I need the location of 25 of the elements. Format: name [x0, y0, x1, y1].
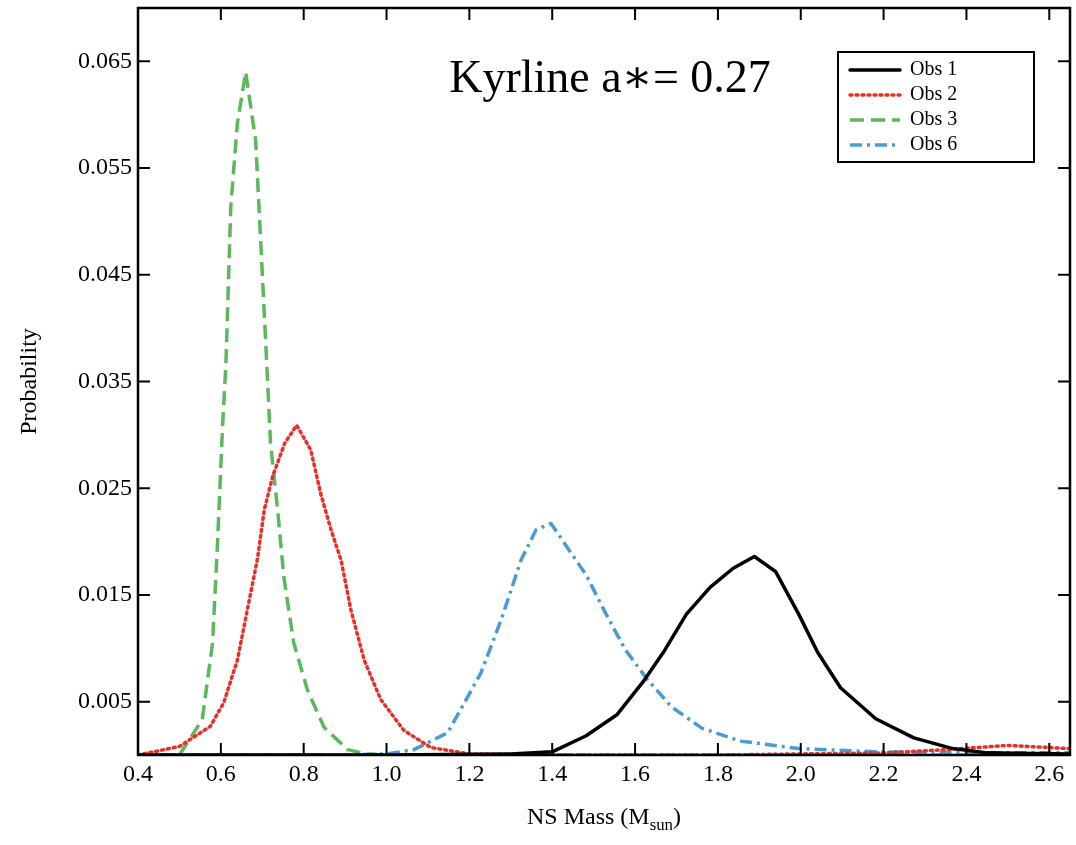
x-tick-label: 0.4	[123, 760, 153, 787]
x-tick-label: 1.6	[620, 760, 651, 787]
legend-label: Obs 3	[910, 107, 958, 130]
legend-label: Obs 6	[910, 132, 958, 155]
y-tick-label: 0.065	[78, 46, 132, 73]
y-tick-label: 0.015	[78, 580, 132, 607]
y-tick-label: 0.055	[78, 153, 132, 180]
y-tick-label: 0.005	[78, 686, 132, 713]
y-tick-label: 0.035	[78, 366, 132, 393]
legend-label: Obs 2	[910, 82, 958, 105]
x-tick-label: 1.2	[454, 760, 485, 787]
y-tick-label: 0.045	[78, 260, 132, 287]
text: Kyrline a∗= 0.27	[449, 51, 771, 103]
x-tick-label: 2.6	[1034, 760, 1065, 787]
x-tick-label: 1.4	[537, 760, 568, 787]
x-tick-label: 0.8	[288, 760, 319, 787]
x-tick-label: 0.6	[205, 760, 236, 787]
x-tick-label: 2.4	[951, 760, 982, 787]
y-tick-label: 0.025	[78, 473, 132, 500]
legend-label: Obs 1	[910, 57, 958, 80]
x-tick-label: 2.0	[785, 760, 816, 787]
x-tick-label: 2.2	[868, 760, 899, 787]
y-axis-title: Probability	[15, 328, 42, 435]
x-tick-label: 1.8	[702, 760, 733, 787]
x-tick-label: 1.0	[371, 760, 402, 787]
